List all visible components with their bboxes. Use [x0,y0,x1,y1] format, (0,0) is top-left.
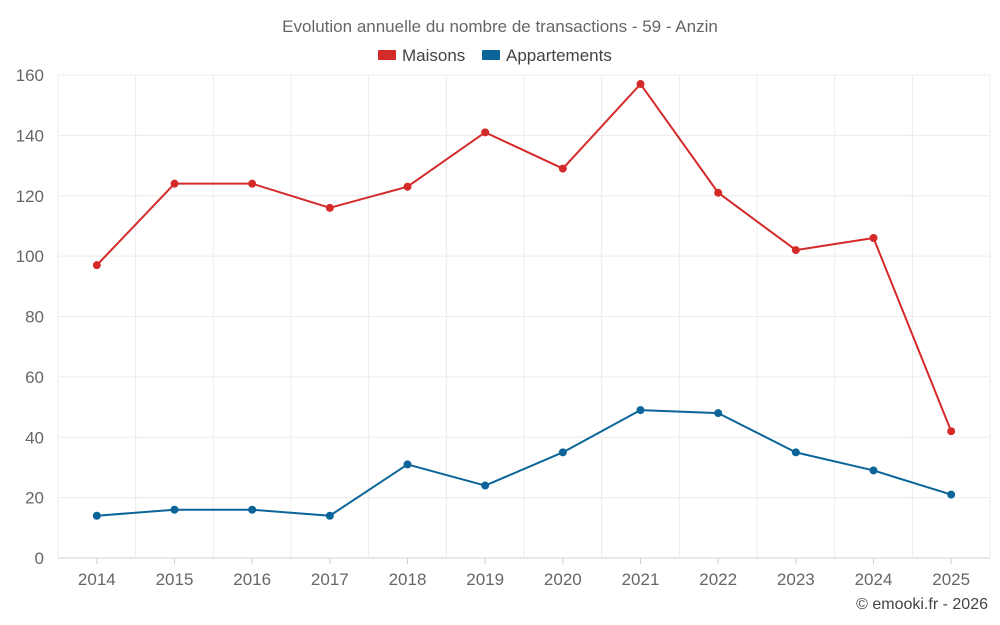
series-line-appartements [96,409,952,517]
legend-item-appartements[interactable]: Appartements [482,46,612,65]
data-point-appartements[interactable] [714,409,723,418]
data-point-appartements[interactable] [403,460,412,469]
legend-item-maisons[interactable]: Maisons [378,46,465,65]
x-tick-label: 2018 [389,570,427,589]
y-tick-label: 20 [25,489,44,508]
data-point-maisons[interactable] [714,188,723,197]
axes: 0 20 40 60 80 100 120 140 160 2014 2015 2016 2017 201… [16,66,990,589]
series [92,80,956,520]
data-point-appartements[interactable] [558,448,567,457]
data-point-appartements[interactable] [248,505,257,514]
y-tick-label: 80 [25,308,44,327]
grid [57,74,991,558]
data-point-appartements[interactable] [481,481,490,490]
y-tick-label: 100 [16,247,44,266]
data-point-maisons[interactable] [481,128,490,137]
data-point-appartements[interactable] [92,511,101,520]
data-point-appartements[interactable] [869,466,878,475]
legend-label-maisons: Maisons [402,46,465,65]
x-tick-label: 2017 [311,570,349,589]
data-point-maisons[interactable] [947,427,956,436]
chart-title: Evolution annuelle du nombre de transact… [282,17,718,36]
data-point-maisons[interactable] [636,80,645,89]
legend: Maisons Appartements [378,46,612,65]
x-tick-label: 2019 [466,570,504,589]
x-tick-label: 2016 [233,570,271,589]
legend-swatch-appartements [482,50,500,60]
y-tick-label: 0 [35,549,44,568]
x-tick-label: 2022 [699,570,737,589]
x-tick-label: 2025 [932,570,970,589]
x-tick-label: 2014 [78,570,116,589]
data-point-appartements[interactable] [170,505,179,514]
series-appartements [92,406,956,520]
data-point-maisons[interactable] [170,179,179,188]
y-tick-label: 60 [25,368,44,387]
data-point-maisons[interactable] [403,182,412,191]
x-tick-label: 2015 [156,570,194,589]
y-tick-label: 40 [25,428,44,447]
data-point-maisons[interactable] [325,203,334,212]
data-point-maisons[interactable] [791,246,800,255]
series-maisons [92,80,956,436]
legend-label-appartements: Appartements [506,46,612,65]
legend-swatch-maisons [378,50,396,60]
y-tick-label: 120 [16,187,44,206]
x-tick-label: 2021 [622,570,660,589]
series-line-maisons [96,83,953,432]
x-tick-label: 2024 [855,570,893,589]
data-point-appartements[interactable] [791,448,800,457]
x-tick-label: 2023 [777,570,815,589]
data-point-maisons[interactable] [869,234,878,243]
y-tick-label: 140 [16,126,44,145]
data-point-appartements[interactable] [636,406,645,415]
data-point-appartements[interactable] [947,490,956,499]
x-tick-label: 2020 [544,570,582,589]
data-point-appartements[interactable] [325,511,334,520]
data-point-maisons[interactable] [248,179,257,188]
credit: © emooki.fr - 2026 [856,596,988,613]
data-point-maisons[interactable] [92,261,101,270]
data-point-maisons[interactable] [558,164,567,173]
y-tick-label: 160 [16,66,44,85]
